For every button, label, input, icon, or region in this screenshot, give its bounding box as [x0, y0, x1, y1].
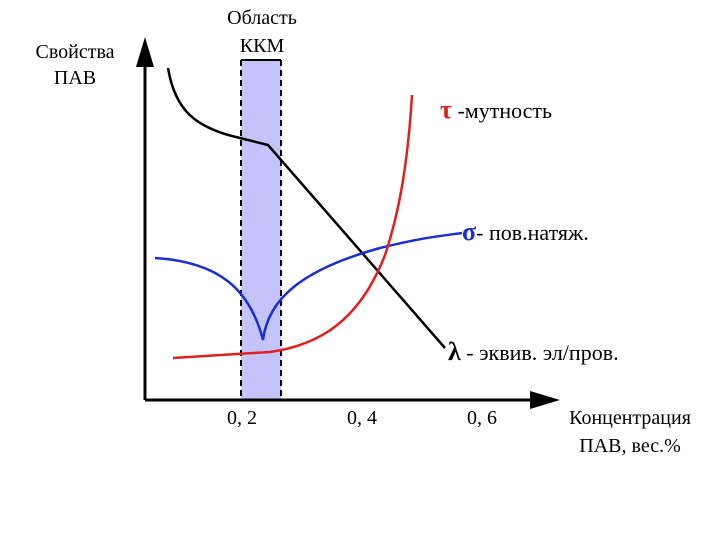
legend-entry: λ - эквив. эл/пров.: [448, 337, 619, 366]
turbidity-curve: [172, 94, 414, 360]
conductivity-curve: [166, 67, 446, 349]
legend-text: - пов.натяж.: [476, 220, 589, 245]
legend-entry: τ -мутность: [440, 95, 552, 124]
tension-curve: [154, 231, 463, 341]
y-axis-label: ПАВ: [54, 67, 96, 89]
x-axis-label: Концентрация: [569, 407, 691, 429]
legend-symbol: λ: [448, 337, 461, 366]
legend-entry: σ- пов.натяж.: [462, 217, 589, 246]
legend-text: - эквив. эл/пров.: [461, 340, 619, 365]
legend-symbol: τ: [440, 95, 452, 124]
x-tick-label: 0, 2: [227, 407, 257, 429]
x-axis-label: ПАВ, вес.%: [579, 435, 680, 457]
y-axis-label: Свойства: [35, 41, 114, 63]
region-label: Область: [227, 7, 297, 29]
region-label: ККМ: [240, 35, 285, 57]
x-tick-label: 0, 4: [347, 407, 377, 429]
legend-text: -мутность: [452, 98, 552, 123]
kkm-band: [241, 60, 281, 400]
legend-symbol: σ: [462, 217, 476, 246]
x-tick-label: 0, 6: [467, 407, 497, 429]
